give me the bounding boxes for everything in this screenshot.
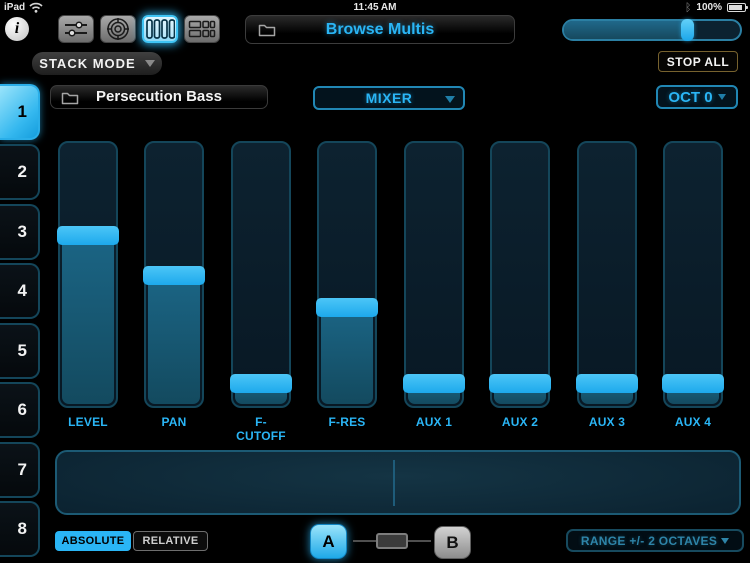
fader-thumb[interactable]: [403, 374, 465, 394]
fader-label: F-CUTOFF: [236, 415, 286, 443]
view-button-xy-pad[interactable]: [100, 15, 136, 43]
device-label: iPad: [4, 2, 26, 13]
fader-fill: [62, 234, 114, 404]
view-button-sliders[interactable]: [58, 15, 94, 43]
range-dropdown[interactable]: RANGE +/- 2 OCTAVES: [566, 529, 744, 552]
ribbon-center-marker: [393, 460, 395, 506]
fader-label: AUX 2: [501, 415, 539, 429]
fader-thumb[interactable]: [230, 374, 292, 394]
channel-tab-1[interactable]: 1: [0, 84, 40, 140]
stack-mode-button[interactable]: STACK MODE: [32, 52, 162, 75]
patch-select-button[interactable]: Persecution Bass: [50, 85, 268, 109]
master-volume-slider[interactable]: [562, 19, 742, 41]
fader[interactable]: [57, 141, 119, 408]
folder-icon: [258, 24, 276, 37]
target-icon: [107, 18, 129, 40]
fader[interactable]: [576, 141, 638, 408]
fader-thumb[interactable]: [143, 266, 205, 286]
stop-all-label: STOP ALL: [666, 54, 730, 69]
battery-percent: 100%: [696, 2, 722, 13]
fader-label: AUX 1: [415, 415, 453, 429]
folder-icon: [61, 92, 79, 105]
master-volume-thumb[interactable]: [680, 19, 694, 41]
clock: 11:45 AM: [353, 2, 397, 13]
view-selector-dropdown[interactable]: MIXER: [313, 86, 465, 110]
channel-tab-6[interactable]: 6: [0, 382, 40, 438]
ab-morph-handle[interactable]: [376, 533, 408, 549]
absolute-mode-button[interactable]: ABSOLUTE: [55, 531, 131, 551]
dropdown-arrow-icon: [445, 96, 455, 103]
fader-thumb[interactable]: [489, 374, 551, 394]
fader-thumb[interactable]: [576, 374, 638, 394]
view-button-faders[interactable]: [142, 15, 178, 43]
channel-tab-5[interactable]: 5: [0, 323, 40, 379]
stack-mode-label: STACK MODE: [39, 56, 136, 71]
pitch-ribbon[interactable]: [55, 450, 741, 515]
fader-label: LEVEL: [68, 415, 108, 429]
channel-tab-8[interactable]: 8: [0, 501, 40, 557]
octave-label: OCT 0: [668, 88, 713, 106]
patch-name: Persecution Bass: [96, 88, 222, 105]
battery-icon: [727, 3, 748, 12]
fader[interactable]: [316, 141, 378, 408]
dropdown-arrow-icon: [144, 60, 155, 67]
master-volume-fill: [564, 21, 691, 39]
channel-tab-7[interactable]: 7: [0, 442, 40, 498]
fader-thumb[interactable]: [57, 225, 119, 245]
channel-tab-4[interactable]: 4: [0, 263, 40, 319]
fader[interactable]: [489, 141, 551, 408]
h-sliders-icon: [65, 21, 87, 37]
fader-fill: [148, 275, 200, 404]
info-button[interactable]: i: [5, 17, 29, 41]
browse-multis-label: Browse Multis: [325, 21, 435, 38]
stop-all-button[interactable]: STOP ALL: [658, 51, 738, 72]
rows-icon: [188, 20, 216, 38]
v-faders-icon: [146, 19, 175, 39]
channel-tab-3[interactable]: 3: [0, 204, 40, 260]
fader[interactable]: [403, 141, 465, 408]
fader[interactable]: [662, 141, 724, 408]
dropdown-arrow-icon: [717, 94, 726, 100]
morph-a-button[interactable]: A: [310, 524, 347, 559]
bluetooth-icon: ᛒ: [684, 1, 692, 14]
browse-multis-button[interactable]: Browse Multis: [245, 15, 515, 44]
fader[interactable]: [230, 141, 292, 408]
fader-label: AUX 4: [674, 415, 712, 429]
dropdown-arrow-icon: [721, 537, 730, 544]
view-button-channel-strips[interactable]: [184, 15, 220, 43]
wifi-icon: [29, 2, 43, 13]
fader-label: F-RES: [328, 415, 366, 429]
status-bar: iPad 11:45 AM ᛒ 100%: [0, 0, 750, 15]
fader-thumb[interactable]: [316, 297, 378, 317]
fader-label: AUX 3: [588, 415, 626, 429]
fader[interactable]: [143, 141, 205, 408]
range-label: RANGE +/- 2 OCTAVES: [580, 533, 718, 548]
fader-thumb[interactable]: [662, 374, 724, 394]
fader-fill: [321, 306, 373, 404]
morph-b-button[interactable]: B: [434, 526, 471, 559]
relative-mode-button[interactable]: RELATIVE: [133, 531, 208, 551]
channel-tab-2[interactable]: 2: [0, 144, 40, 200]
view-selector-label: MIXER: [365, 90, 413, 106]
octave-dropdown[interactable]: OCT 0: [656, 85, 738, 109]
fader-label: PAN: [161, 415, 187, 429]
